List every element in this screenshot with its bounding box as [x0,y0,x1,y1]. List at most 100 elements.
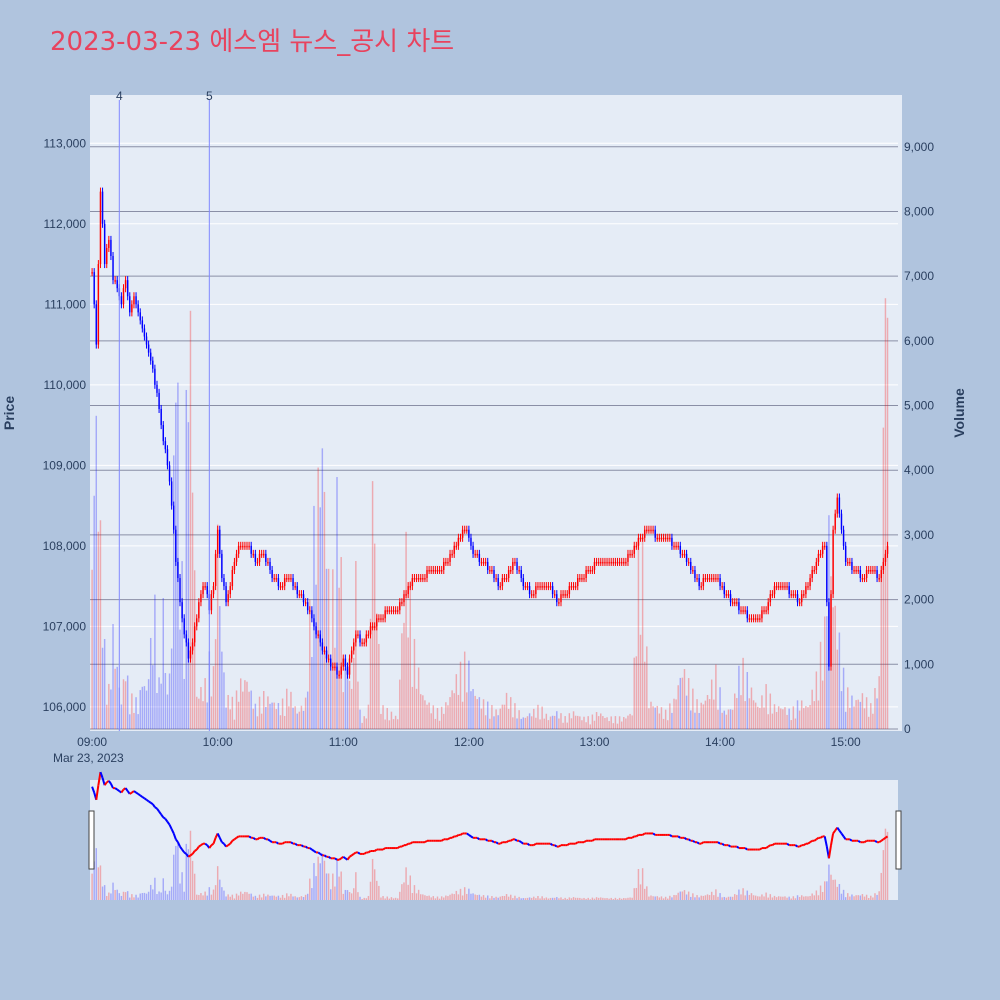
volume-bar [451,690,453,729]
candle-body [834,513,836,530]
mini-price-segment [382,847,386,851]
mini-volume-bar [570,898,573,900]
volume-bar [623,717,625,729]
candle-body [698,578,700,587]
volume-bar [798,710,801,729]
mini-volume-bar [754,895,757,900]
mini-price-segment [832,829,837,835]
volume-bar [834,605,836,729]
candle-body [405,594,407,596]
volume-bar [256,716,259,729]
candle-body [681,553,684,556]
mini-volume-bar [256,897,259,900]
mini-price-segment [518,839,522,844]
volume-bar [813,701,816,729]
mini-volume-bar [790,898,792,900]
mini-volume-bar [497,897,499,900]
mini-price-segment [183,851,187,855]
news-marker-label: 5 [206,89,213,103]
mini-volume-bar [118,893,121,900]
candle-body [181,602,183,619]
mini-volume-bar [221,887,223,900]
range-slider[interactable] [90,780,898,900]
candle-body [545,586,548,588]
volume-bar [300,705,303,729]
mini-volume-bar [227,894,229,900]
candle-body [493,569,495,579]
candle-body [777,586,780,588]
volume-bar [237,701,240,729]
volume-bar [863,708,866,729]
volume-bar [510,697,512,729]
volume-bar [277,703,280,729]
mini-volume-bar [355,872,357,900]
candle-body [319,634,321,643]
candle-body [126,280,129,297]
volume-bar [566,722,568,729]
candle-body [189,650,192,659]
volume-bar [539,719,541,729]
candle-body [342,658,345,667]
volume-bar [225,707,227,729]
mini-volume-bar [124,892,127,900]
mini-volume-bar [834,879,836,900]
mini-volume-bar [729,896,732,900]
mini-volume-bar [564,897,566,900]
volume-bar [572,711,575,729]
volume-bar [541,706,543,729]
candle-body [474,553,476,556]
volume-bar [553,715,556,729]
volume-bar [407,637,409,729]
mini-volume-bar [453,894,455,900]
candle-body [612,561,615,564]
candle-body [461,529,464,538]
candle-body [407,586,409,595]
volume-bar [250,690,252,729]
range-slider-right-handle[interactable] [895,810,902,870]
mini-volume-bar [334,886,336,900]
candle-body [164,441,167,450]
mini-price-segment [819,835,824,839]
mini-volume-bar [842,889,845,900]
mini-price-segment [807,841,811,845]
volume-bar [461,701,464,729]
mini-volume-bar [250,893,252,900]
volume-bar [212,666,215,729]
candle-body [817,553,820,562]
mini-volume-bar [306,893,309,900]
mini-volume-bar [461,895,464,900]
candle-body [254,553,257,562]
candle-body [572,586,575,588]
mini-volume-bar [786,897,788,900]
candle-body [390,610,393,612]
mini-volume-bar [648,896,650,900]
mini-price-segment [162,816,166,820]
mini-price-segment [275,841,279,845]
volume-bar [227,694,229,729]
mini-volume-bar [614,897,617,900]
candle-body [449,553,451,562]
volume-bar [380,713,382,729]
volume-bar [93,495,95,729]
volume-bar [790,720,792,729]
main-plot-area[interactable] [90,95,902,731]
volume-bar [434,718,437,729]
volume-bar [729,709,732,729]
volume-bar [426,704,428,729]
mini-price-segment [840,832,845,837]
volume-bar [606,717,608,729]
mini-volume-bar [556,897,558,900]
mini-volume-bar [106,895,108,900]
volume-bar [376,613,378,729]
candle-body [317,634,319,636]
candle-body [338,674,340,677]
candle-body [610,561,612,564]
candle-body [283,578,286,587]
range-slider-left-handle[interactable] [88,810,95,870]
mini-price-segment [863,839,868,844]
volume-bar [748,698,751,729]
candle-body [692,569,694,572]
volume-bar [535,717,537,729]
mini-price-segment [139,794,143,798]
